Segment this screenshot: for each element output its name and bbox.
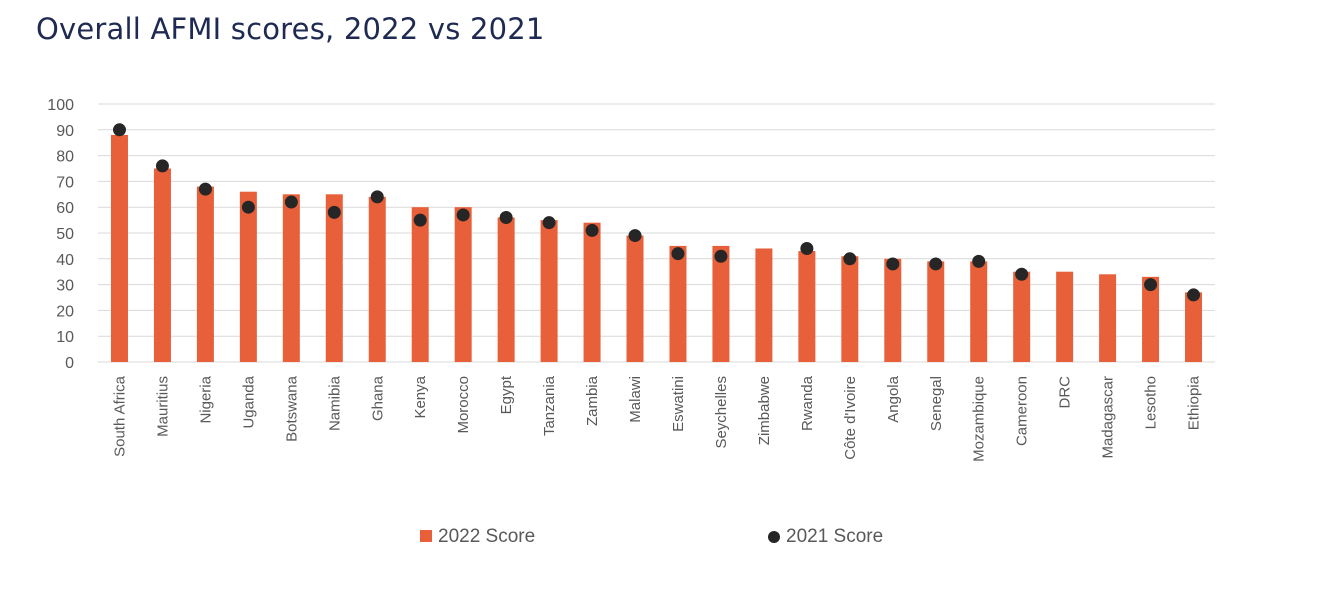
grid-lines [98, 103, 1215, 363]
legend-swatch-2022 [420, 530, 432, 542]
bar-2022 [1056, 271, 1074, 362]
dot-2021 [499, 211, 513, 225]
x-category-label: Ethiopia [1186, 375, 1203, 430]
dot-2021 [929, 257, 943, 271]
x-category-label: Mauritius [154, 376, 171, 437]
bar-2022 [884, 258, 902, 362]
y-tick-label: 50 [56, 226, 74, 243]
y-tick-label: 20 [56, 303, 74, 320]
x-category-label: Cameroon [1014, 376, 1031, 446]
dot-2021 [456, 208, 470, 222]
dot-2021 [241, 200, 255, 214]
x-category-label: Zambia [584, 375, 601, 426]
bar-2022 [712, 245, 730, 362]
bar-2022 [454, 207, 472, 362]
bar-2022 [368, 196, 386, 362]
y-tick-label: 40 [56, 252, 74, 269]
x-category-label: South Africa [111, 375, 128, 457]
x-category-label: Mozambique [971, 376, 988, 462]
y-tick-label: 30 [56, 278, 74, 295]
bar-2022 [583, 222, 601, 362]
bar-2022 [153, 168, 171, 362]
x-category-label: Lesotho [1143, 376, 1160, 429]
bar-2022 [239, 191, 257, 362]
bar-2022 [1013, 271, 1031, 362]
x-category-label: DRC [1057, 376, 1074, 409]
dot-2021 [542, 216, 556, 230]
x-category-label: Tanzania [541, 375, 558, 436]
bar-2022 [540, 220, 558, 362]
dot-2021 [413, 213, 427, 227]
bar-2022 [411, 207, 429, 362]
x-category-label: Madagascar [1100, 376, 1117, 459]
dot-2021 [843, 252, 857, 266]
y-axis-ticks: 0 10 20 30 40 50 60 70 80 90 100 [47, 97, 74, 372]
dot-2021 [155, 159, 169, 173]
x-category-label: Angola [885, 375, 902, 422]
bar-2022 [196, 186, 214, 362]
dots-2021 [112, 123, 1201, 302]
x-category-label: Nigeria [197, 375, 214, 423]
bar-2022 [1185, 292, 1203, 362]
x-category-label: Rwanda [799, 375, 816, 431]
x-category-label: Uganda [240, 375, 257, 428]
bar-2022 [497, 217, 515, 362]
bar-2022 [325, 194, 343, 362]
legend-label-2021: 2021 Score [786, 526, 883, 547]
bar-2022 [755, 248, 773, 362]
x-category-label: Seychelles [713, 376, 730, 449]
chart-title: Overall AFMI scores, 2022 vs 2021 [36, 12, 545, 46]
dot-2021 [972, 254, 986, 268]
x-category-label: Zimbabwe [756, 376, 773, 445]
legend-swatch-2021 [768, 531, 780, 543]
x-category-label: Eswatini [670, 376, 687, 432]
dot-2021 [886, 257, 900, 271]
legend-label-2022: 2022 Score [438, 526, 535, 547]
bar-2022 [110, 134, 128, 362]
bar-2022 [798, 251, 816, 362]
bar-2022 [669, 245, 687, 362]
bars-2022 [110, 134, 1203, 362]
y-tick-label: 70 [56, 174, 74, 191]
x-category-label: Senegal [928, 376, 945, 431]
dot-2021 [585, 223, 599, 237]
dot-2021 [1015, 267, 1029, 281]
y-tick-label: 10 [56, 329, 74, 346]
bar-2022 [970, 261, 988, 362]
y-tick-label: 0 [65, 355, 74, 372]
x-category-label: Kenya [412, 375, 429, 418]
bar-2022 [841, 256, 859, 362]
bar-2022 [1099, 274, 1117, 362]
bar-2022 [282, 194, 300, 362]
dot-2021 [714, 249, 728, 263]
bar-2022 [1142, 276, 1160, 362]
dot-2021 [1187, 288, 1201, 302]
dot-2021 [800, 241, 814, 255]
y-tick-label: 60 [56, 200, 74, 217]
dot-2021 [628, 229, 642, 243]
y-tick-label: 80 [56, 149, 74, 166]
x-category-label: Botswana [283, 375, 300, 442]
x-category-label: Ghana [369, 375, 386, 421]
dot-2021 [671, 247, 685, 261]
y-tick-label: 100 [47, 97, 74, 114]
dot-2021 [1144, 278, 1158, 292]
bar-2022 [927, 261, 945, 362]
x-axis-labels: South Africa Mauritius Nigeria Uganda Botswa… [111, 375, 1202, 462]
x-category-label: Egypt [498, 375, 515, 414]
x-category-label: Namibia [326, 375, 343, 431]
dot-2021 [284, 195, 298, 209]
legend: 2022 Score 2021 Score [420, 526, 883, 547]
x-category-label: Côte d'Ivoire [842, 376, 859, 460]
dot-2021 [370, 190, 384, 204]
x-category-label: Morocco [455, 376, 472, 434]
y-tick-label: 90 [56, 123, 74, 140]
dot-2021 [198, 182, 212, 196]
x-category-label: Malawi [627, 376, 644, 423]
dot-2021 [112, 123, 126, 137]
dot-2021 [327, 205, 341, 219]
bar-2022 [626, 235, 644, 362]
